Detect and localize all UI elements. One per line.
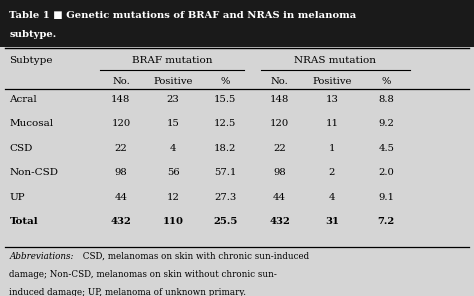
Text: NRAS mutation: NRAS mutation <box>294 56 376 65</box>
Text: CSD: CSD <box>9 144 33 153</box>
Text: BRAF mutation: BRAF mutation <box>132 56 212 65</box>
Text: 2.0: 2.0 <box>378 168 394 177</box>
Text: 7.2: 7.2 <box>378 218 395 226</box>
Text: 44: 44 <box>273 193 286 202</box>
Text: 22: 22 <box>115 144 127 153</box>
Text: Total: Total <box>9 218 38 226</box>
Text: CSD, melanomas on skin with chronic sun-induced: CSD, melanomas on skin with chronic sun-… <box>80 252 309 260</box>
Text: Abbreviations:: Abbreviations: <box>9 252 74 260</box>
Text: 9.1: 9.1 <box>378 193 394 202</box>
Text: Acral: Acral <box>9 95 37 104</box>
Text: 120: 120 <box>270 119 289 128</box>
Text: damage; Non-CSD, melanomas on skin without chronic sun-: damage; Non-CSD, melanomas on skin witho… <box>9 270 277 279</box>
Text: 23: 23 <box>167 95 179 104</box>
Text: 12: 12 <box>166 193 180 202</box>
Text: 57.1: 57.1 <box>214 168 237 177</box>
Text: 44: 44 <box>114 193 128 202</box>
Text: 432: 432 <box>269 218 290 226</box>
Text: Table 1 ■ Genetic mutations of BRAF and NRAS in melanoma: Table 1 ■ Genetic mutations of BRAF and … <box>9 11 357 20</box>
Text: 98: 98 <box>115 168 127 177</box>
Text: 4.5: 4.5 <box>378 144 394 153</box>
Text: 148: 148 <box>111 95 130 104</box>
Text: 9.2: 9.2 <box>378 119 394 128</box>
Text: 2: 2 <box>328 168 335 177</box>
Text: subtype.: subtype. <box>9 30 57 38</box>
Text: 22: 22 <box>273 144 286 153</box>
Text: 11: 11 <box>325 119 338 128</box>
Text: 31: 31 <box>325 218 339 226</box>
Text: 13: 13 <box>325 95 338 104</box>
Text: 15.5: 15.5 <box>214 95 237 104</box>
Text: 4: 4 <box>328 193 335 202</box>
Text: 120: 120 <box>111 119 130 128</box>
Text: Positive: Positive <box>312 77 352 86</box>
Text: 18.2: 18.2 <box>214 144 237 153</box>
Text: No.: No. <box>112 77 130 86</box>
Text: Positive: Positive <box>153 77 193 86</box>
Text: UP: UP <box>9 193 25 202</box>
Text: %: % <box>220 77 230 86</box>
FancyBboxPatch shape <box>0 0 474 47</box>
Text: Mucosal: Mucosal <box>9 119 54 128</box>
Text: %: % <box>382 77 391 86</box>
Text: 110: 110 <box>163 218 183 226</box>
Text: No.: No. <box>271 77 289 86</box>
Text: 27.3: 27.3 <box>214 193 236 202</box>
Text: induced damage; UP, melanoma of unknown primary.: induced damage; UP, melanoma of unknown … <box>9 288 246 296</box>
Text: 1: 1 <box>328 144 335 153</box>
Text: 8.8: 8.8 <box>378 95 394 104</box>
Text: 148: 148 <box>270 95 289 104</box>
Text: Subtype: Subtype <box>9 56 53 65</box>
Text: 432: 432 <box>110 218 131 226</box>
Text: 98: 98 <box>273 168 286 177</box>
Text: 15: 15 <box>166 119 180 128</box>
Text: 25.5: 25.5 <box>213 218 237 226</box>
Text: Non-CSD: Non-CSD <box>9 168 58 177</box>
Text: 12.5: 12.5 <box>214 119 237 128</box>
Text: 56: 56 <box>167 168 179 177</box>
Text: 4: 4 <box>170 144 176 153</box>
